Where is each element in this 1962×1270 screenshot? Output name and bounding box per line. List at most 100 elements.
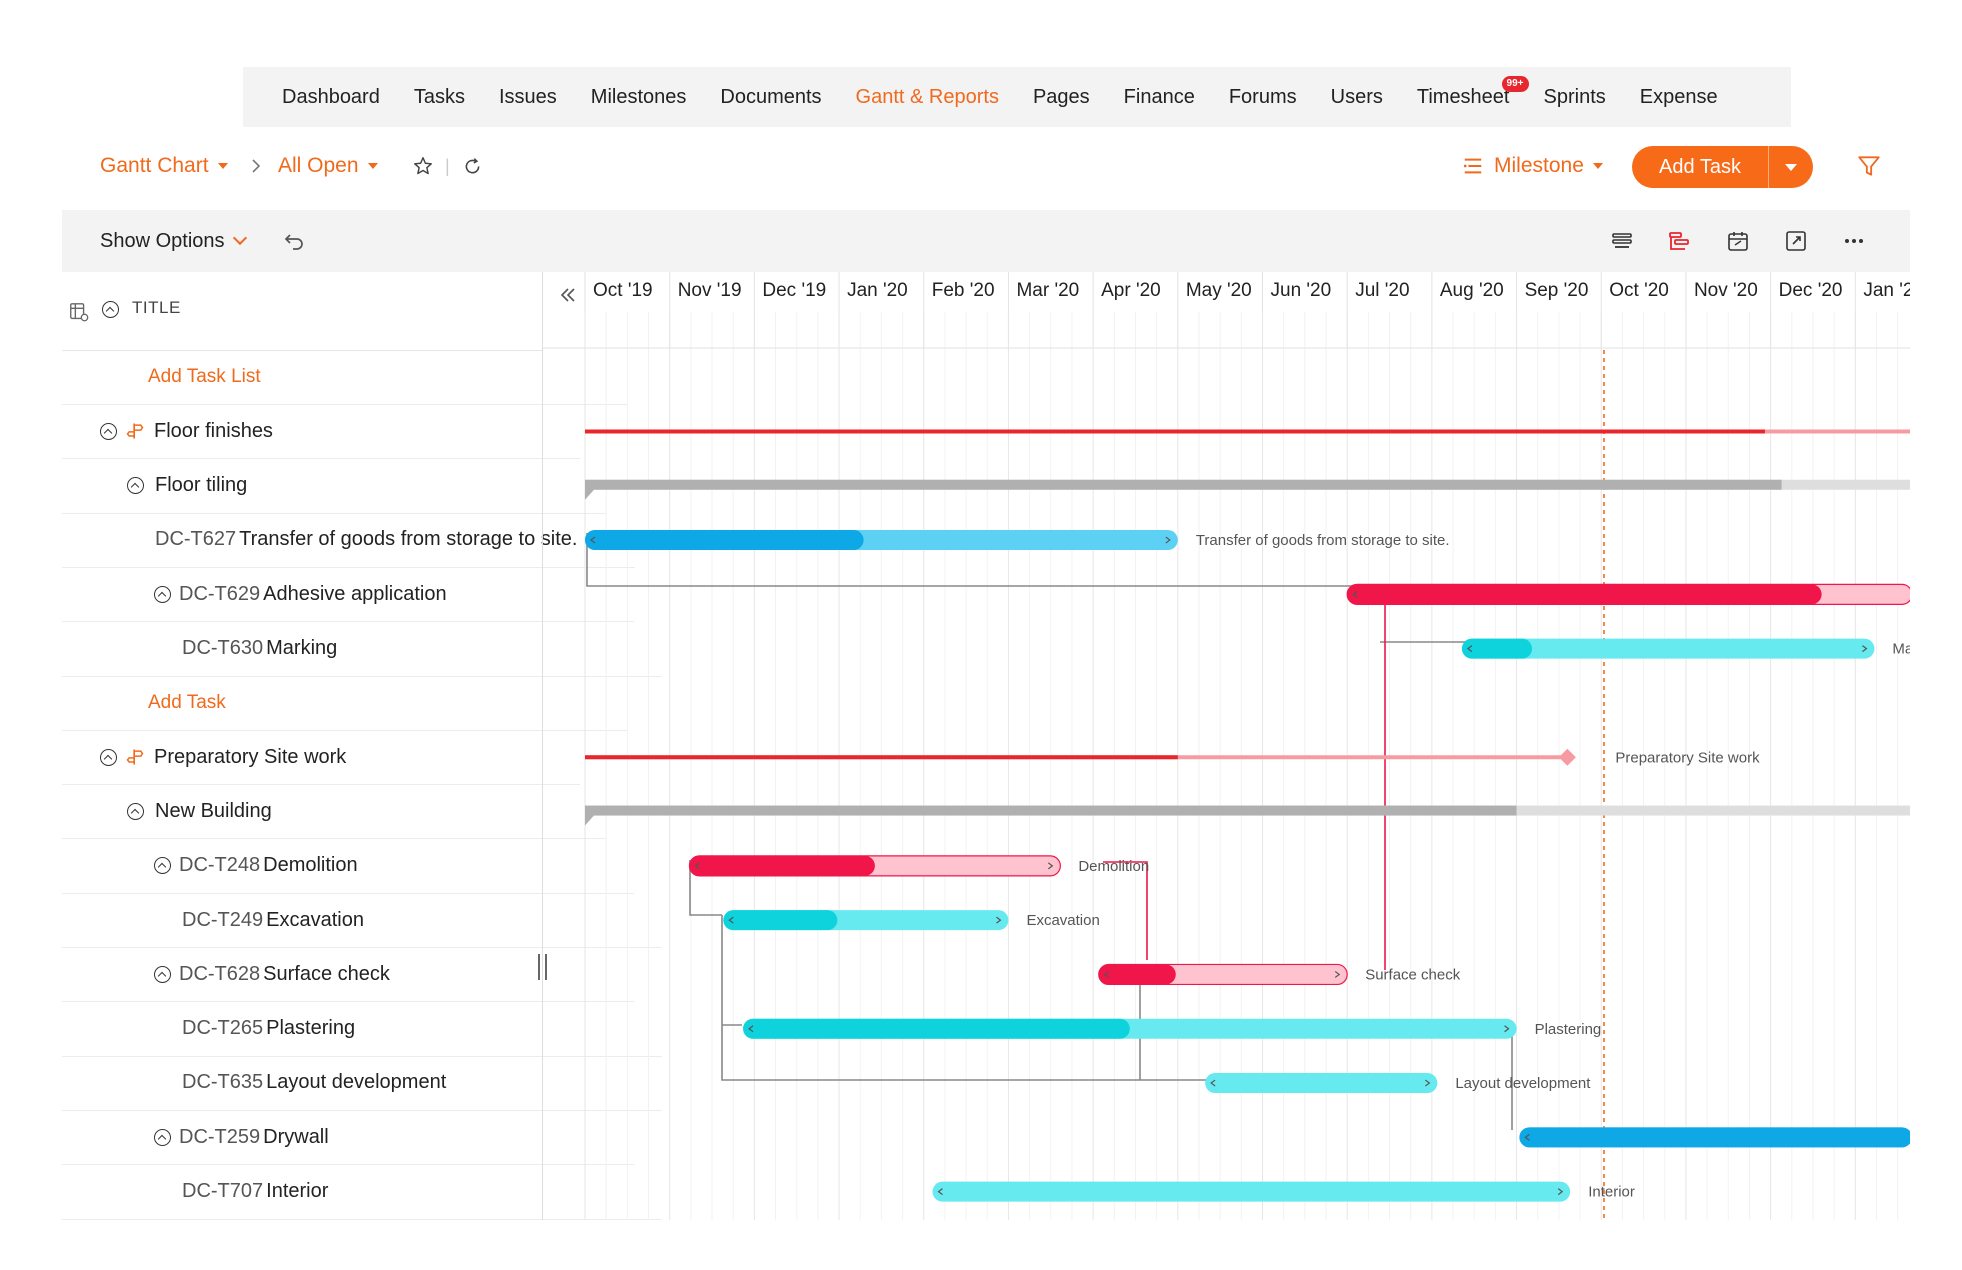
task-name[interactable]: Floor tiling bbox=[155, 474, 248, 497]
task-name[interactable]: Preparatory Site work bbox=[154, 745, 347, 768]
month-label: Dec '20 bbox=[1778, 280, 1843, 301]
undo-icon[interactable] bbox=[282, 229, 306, 253]
month-label: Jul '20 bbox=[1355, 280, 1410, 301]
nav-item-label: Users bbox=[1330, 86, 1383, 108]
milestone-toggle[interactable]: Milestone bbox=[1462, 140, 1603, 192]
add-task-link[interactable]: Add Task bbox=[148, 691, 226, 713]
task-row[interactable]: DC-T635 Layout development bbox=[62, 1056, 662, 1111]
nav-item-label: Forums bbox=[1228, 86, 1297, 108]
task-row[interactable]: Preparatory Site work bbox=[62, 730, 580, 786]
refresh-icon[interactable] bbox=[462, 140, 483, 192]
task-row[interactable]: New Building bbox=[62, 784, 607, 840]
task-row[interactable]: DC-T707 Interior bbox=[62, 1165, 662, 1220]
nav-item-users[interactable]: Users bbox=[1314, 67, 1400, 127]
add-task-button[interactable]: Add Task bbox=[1632, 146, 1813, 188]
task-row[interactable]: DC-T249 Excavation bbox=[62, 893, 662, 948]
view-selector[interactable]: Gantt Chart bbox=[100, 140, 228, 192]
collapse-toggle-icon[interactable] bbox=[154, 965, 171, 983]
task-list-header: TITLE bbox=[62, 272, 542, 351]
collapse-toggle-icon[interactable] bbox=[154, 585, 171, 603]
collapse-toggle-icon[interactable] bbox=[127, 802, 144, 820]
task-row[interactable]: DC-T630 Marking bbox=[62, 622, 662, 677]
month-label: Oct '19 bbox=[593, 280, 653, 301]
title-column-header: TITLE bbox=[132, 298, 181, 317]
month-header: Aug '20 bbox=[1432, 272, 1517, 350]
nav-item-label: Documents bbox=[720, 86, 822, 108]
nav-item-sprints[interactable]: Sprints bbox=[1527, 67, 1623, 127]
nav-item-label: Pages bbox=[1032, 86, 1090, 108]
nav-item-documents[interactable]: Documents bbox=[703, 67, 838, 127]
task-name[interactable]: Marking bbox=[266, 637, 338, 659]
show-options-dropdown[interactable]: Show Options bbox=[100, 210, 247, 272]
task-name[interactable]: Floor finishes bbox=[154, 419, 273, 442]
nav-item-tasks[interactable]: Tasks bbox=[397, 67, 482, 127]
nav-item-label: Gantt & Reports bbox=[855, 86, 999, 108]
milestone-flag-icon bbox=[126, 749, 144, 765]
nav-item-label: Milestones bbox=[590, 86, 687, 108]
filter-funnel-icon[interactable] bbox=[1856, 140, 1882, 192]
add-task-list-link[interactable]: Add Task List bbox=[148, 366, 261, 387]
task-name[interactable]: Demolition bbox=[263, 854, 358, 877]
task-row[interactable]: DC-T248 Demolition bbox=[62, 839, 634, 894]
task-name[interactable]: Surface check bbox=[263, 962, 390, 985]
collapse-toggle-icon[interactable] bbox=[100, 422, 117, 440]
task-list-panel: TITLE Add Task List Floor finishes Floor t… bbox=[62, 272, 662, 1220]
task-row[interactable]: Add Task bbox=[62, 676, 628, 731]
month-label: Dec '19 bbox=[762, 280, 827, 301]
nav-item-expense[interactable]: Expense bbox=[1623, 67, 1735, 127]
nav-item-pages[interactable]: Pages bbox=[1016, 67, 1107, 127]
task-name[interactable]: Excavation bbox=[266, 908, 364, 931]
task-name[interactable]: Interior bbox=[266, 1180, 329, 1202]
resize-handle[interactable] bbox=[538, 954, 547, 980]
nav-item-dashboard[interactable]: Dashboard bbox=[243, 67, 397, 127]
collapse-toggle-icon[interactable] bbox=[100, 748, 117, 766]
task-name[interactable]: Transfer of goods from storage to site. bbox=[239, 528, 578, 551]
task-name[interactable]: Drywall bbox=[263, 1125, 329, 1148]
task-name[interactable]: Plastering bbox=[266, 1017, 356, 1040]
collapse-left-icon[interactable] bbox=[556, 283, 580, 307]
task-row[interactable]: Floor finishes bbox=[62, 404, 580, 460]
calendar-icon[interactable] bbox=[1726, 229, 1750, 253]
task-row[interactable]: DC-T265 Plastering bbox=[62, 1002, 662, 1057]
critical-path-icon[interactable] bbox=[1667, 229, 1691, 253]
month-label: Jan '20 bbox=[847, 280, 908, 301]
nav-item-forums[interactable]: Forums bbox=[1212, 67, 1314, 127]
collapse-toggle-icon[interactable] bbox=[127, 477, 144, 495]
task-row[interactable]: DC-T627 Transfer of goods from storage to… bbox=[62, 513, 635, 568]
nav-item-milestones[interactable]: Milestones bbox=[574, 67, 704, 127]
task-id: DC-T629 bbox=[179, 582, 261, 605]
nav-item-gantt-reports[interactable]: Gantt & Reports bbox=[839, 67, 1016, 127]
month-header: Dec '19 bbox=[754, 272, 839, 350]
collapse-toggle-icon[interactable] bbox=[154, 1128, 171, 1146]
task-name[interactable]: New Building bbox=[155, 799, 272, 822]
month-label: Feb '20 bbox=[931, 280, 995, 301]
month-label: Jan '21 bbox=[1863, 280, 1924, 301]
add-task-dropdown-icon[interactable] bbox=[1769, 146, 1813, 188]
expand-fullscreen-icon[interactable] bbox=[1784, 229, 1808, 253]
collapse-toggle-icon[interactable] bbox=[154, 857, 171, 875]
task-row[interactable]: Add Task List bbox=[62, 350, 628, 405]
task-name[interactable]: Adhesive application bbox=[263, 582, 447, 605]
month-header: Feb '20 bbox=[924, 272, 1009, 350]
chevron-down-icon bbox=[1592, 163, 1603, 169]
collapse-all-icon[interactable] bbox=[102, 301, 119, 318]
more-options-icon[interactable] bbox=[1842, 229, 1866, 253]
task-row[interactable]: DC-T259 Drywall bbox=[62, 1110, 634, 1166]
milestone-list-icon bbox=[1463, 158, 1482, 174]
column-settings-icon[interactable] bbox=[68, 301, 90, 323]
show-options-label: Show Options bbox=[100, 230, 225, 252]
filter-selector[interactable]: All Open bbox=[278, 140, 378, 192]
task-id: DC-T630 bbox=[182, 637, 264, 659]
nav-item-finance[interactable]: Finance bbox=[1107, 67, 1212, 127]
favorite-star-icon[interactable] bbox=[412, 140, 434, 192]
nav-item-issues[interactable]: Issues bbox=[482, 67, 574, 127]
task-name[interactable]: Layout development bbox=[266, 1071, 447, 1094]
toolbar-divider: | bbox=[445, 155, 450, 176]
nav-item-timesheet[interactable]: Timesheet 99+ bbox=[1400, 67, 1529, 127]
task-row[interactable]: DC-T629 Adhesive application bbox=[62, 567, 634, 623]
collapse-rows-icon[interactable] bbox=[1610, 229, 1634, 253]
task-row[interactable]: DC-T628 Surface check bbox=[62, 947, 634, 1003]
task-row[interactable]: Floor tiling bbox=[62, 459, 607, 514]
task-id: DC-T627 bbox=[155, 528, 237, 551]
chevron-down-icon bbox=[217, 163, 228, 169]
